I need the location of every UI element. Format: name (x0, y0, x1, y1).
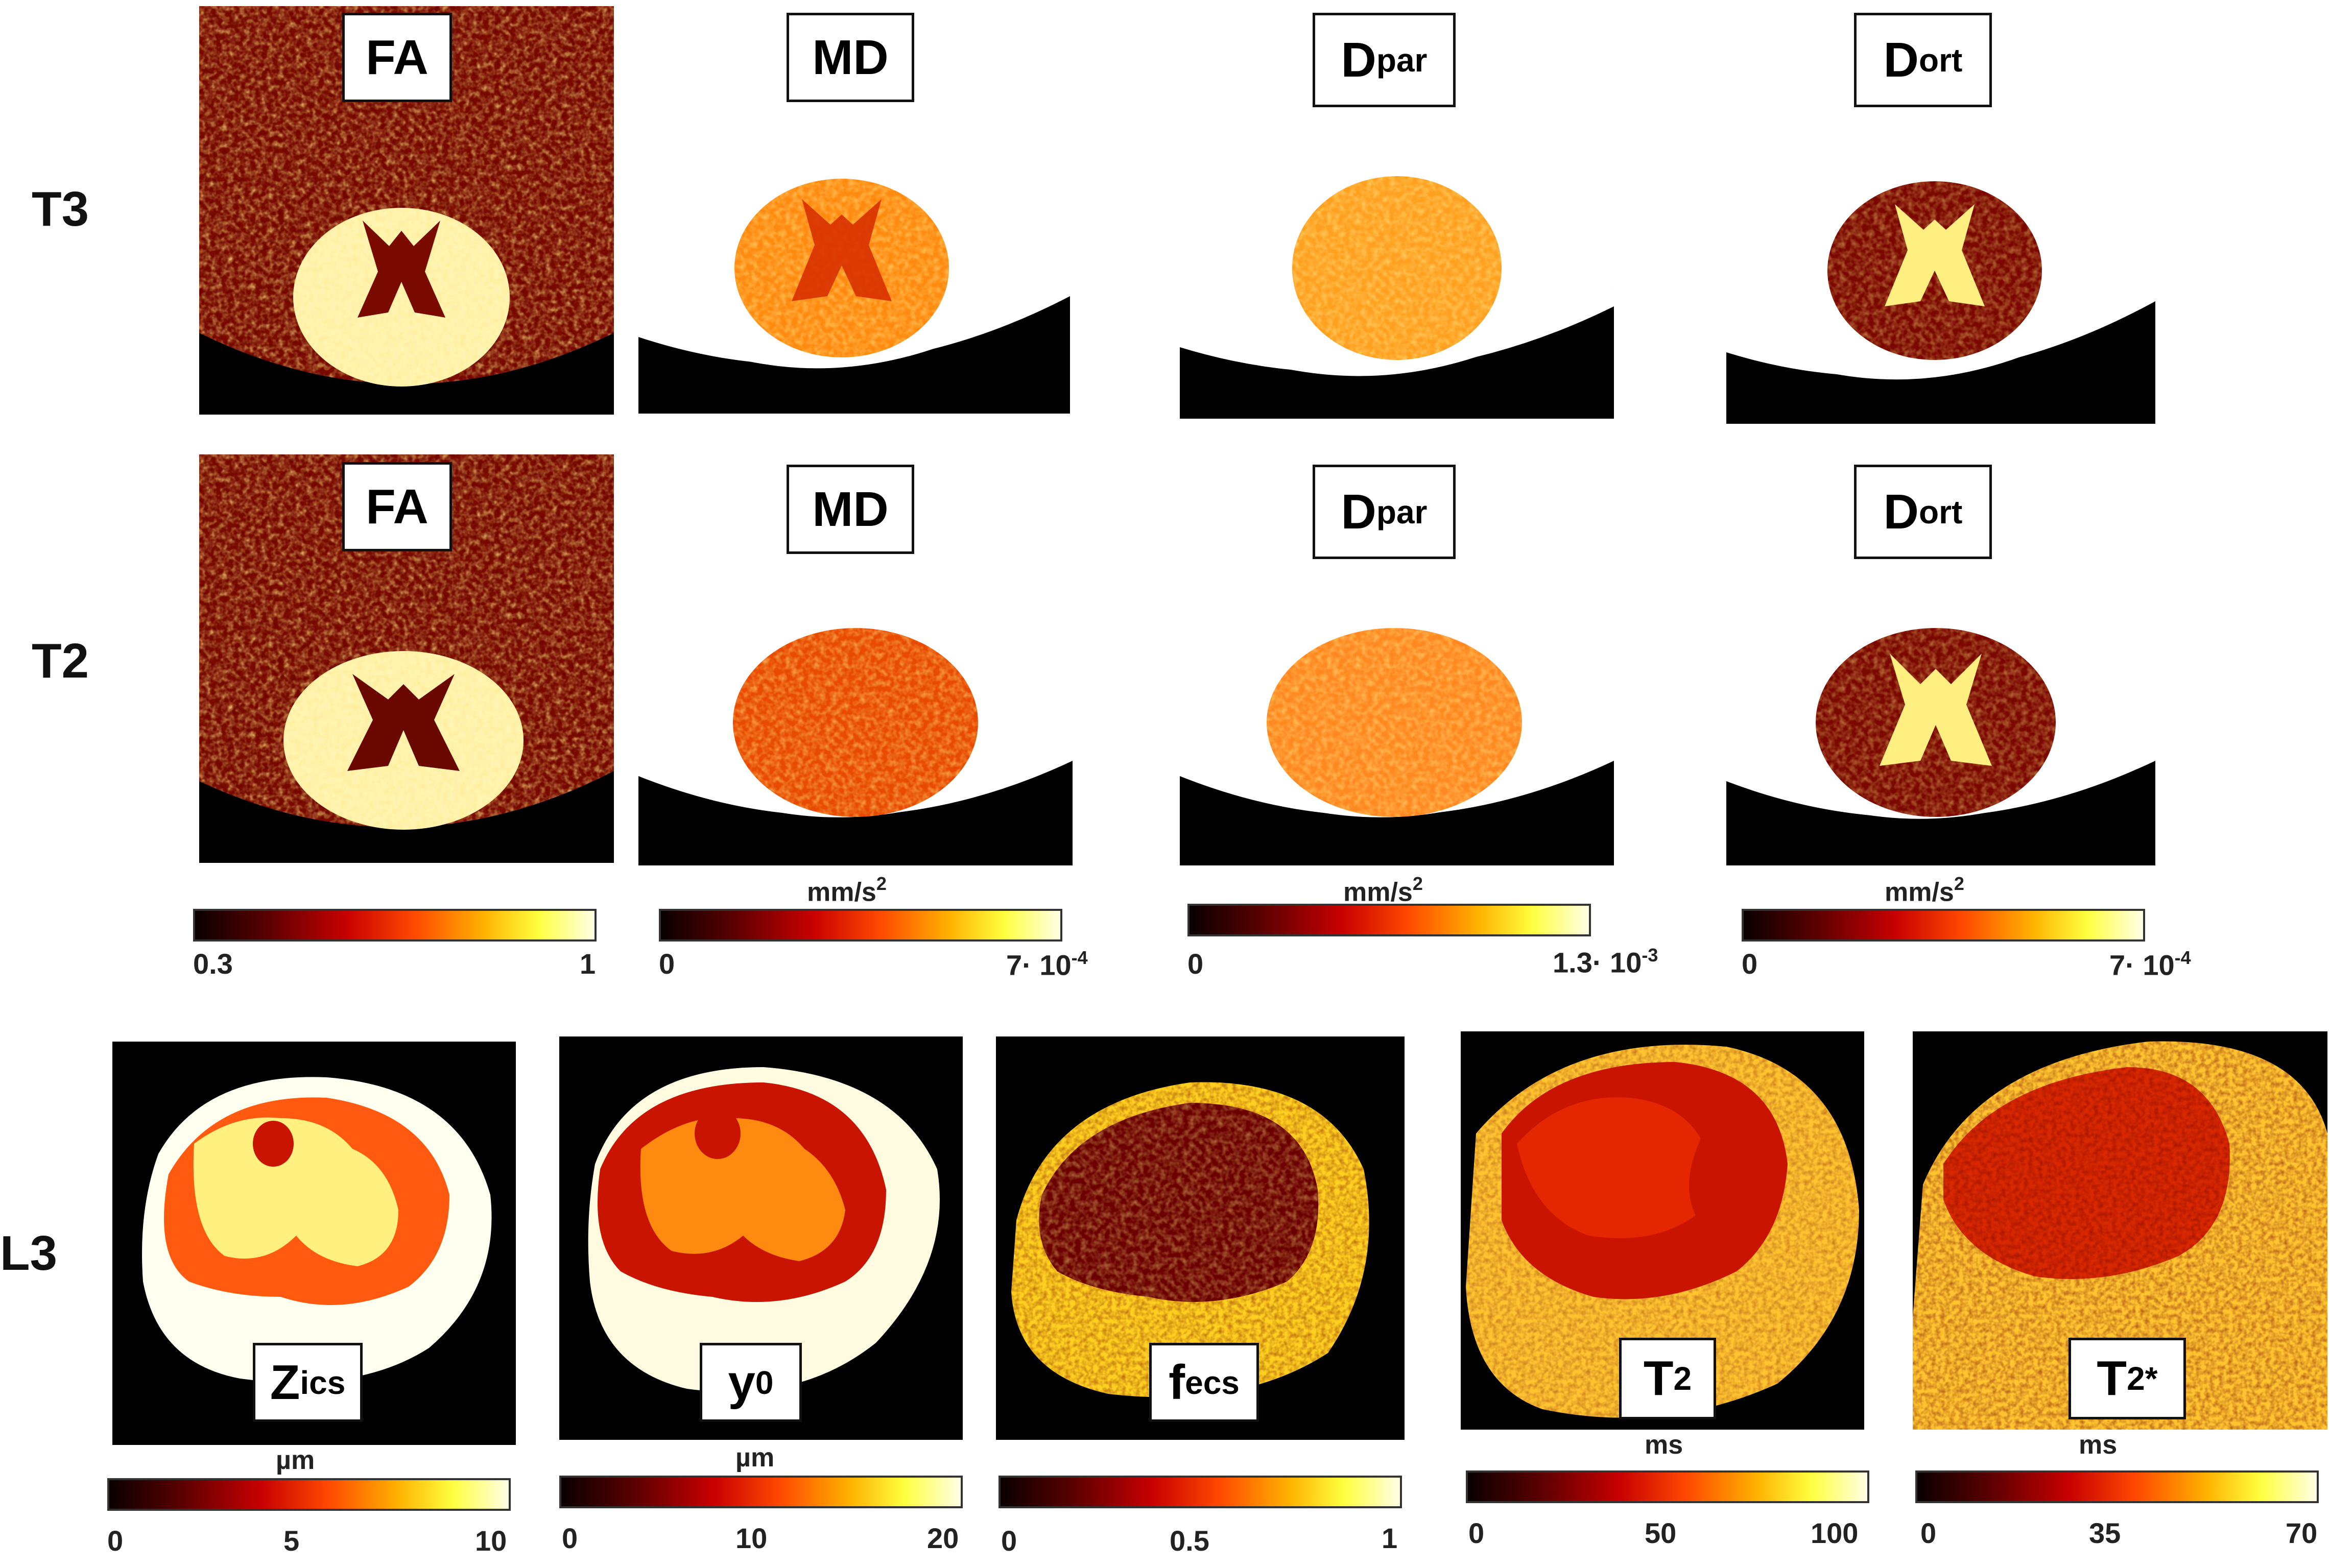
t2-map-l3 (1461, 1031, 1864, 1430)
t2star-colorbar-unit: ms (2079, 1430, 2118, 1460)
t2star-colorbar-min: 0 (1920, 1517, 1937, 1549)
zics-colorbar-max: 10 (475, 1525, 507, 1557)
row-label-t3: T3 (32, 182, 89, 236)
t2star-colorbar-mid: 35 (2089, 1517, 2121, 1549)
fa-colorbar-max: 1 (580, 948, 596, 980)
y0-colorbar (559, 1476, 963, 1508)
dort-colorbar-max: 7· 10-4 (2109, 947, 2191, 981)
md-colorbar-unit: mm/s2 (807, 873, 887, 907)
dort-map-t2 (1726, 613, 2155, 865)
md-title-t2: MD (787, 465, 914, 554)
fa-map-t3 (199, 6, 614, 415)
zics-colorbar-unit: µm (276, 1445, 315, 1475)
t2-colorbar-min: 0 (1468, 1517, 1485, 1549)
dpar-colorbar-max: 1.3· 10-3 (1553, 945, 1658, 979)
t2-colorbar (1466, 1470, 1869, 1503)
fecs-colorbar-max: 1 (1382, 1522, 1398, 1554)
md-colorbar-min: 0 (659, 948, 675, 980)
fecs-colorbar-min: 0 (1001, 1525, 1017, 1557)
dort-map-t3 (1726, 168, 2155, 424)
dpar-colorbar-min: 0 (1187, 948, 1204, 980)
fa-map-t2 (199, 454, 614, 863)
t2star-map-l3 (1913, 1031, 2327, 1430)
dpar-map-t3 (1180, 168, 1614, 419)
zics-map-l3 (112, 1042, 516, 1445)
t2-colorbar-unit: ms (1645, 1430, 1683, 1460)
fecs-colorbar (998, 1476, 1402, 1508)
dpar-colorbar (1187, 904, 1591, 936)
md-colorbar (659, 909, 1062, 942)
dort-colorbar-unit: mm/s2 (1885, 873, 1964, 907)
md-map-t2 (638, 613, 1073, 865)
fa-title-t2: FA (342, 462, 452, 551)
fa-colorbar (193, 909, 597, 942)
row-label-t2: T2 (32, 634, 89, 688)
md-colorbar-max: 7· 10-4 (1006, 947, 1088, 981)
zics-colorbar-mid: 5 (283, 1525, 300, 1557)
t2-colorbar-max: 100 (1811, 1517, 1859, 1549)
t2star-colorbar (1915, 1470, 2319, 1503)
y0-colorbar-mid: 10 (735, 1522, 768, 1554)
t2star-title: T 2 * (2069, 1338, 2186, 1419)
md-map-t3 (638, 168, 1070, 414)
t2-colorbar-mid: 50 (1645, 1517, 1677, 1549)
zics-colorbar-min: 0 (107, 1525, 124, 1557)
y0-colorbar-max: 20 (927, 1522, 959, 1554)
dpar-colorbar-unit: mm/s2 (1343, 873, 1423, 907)
fecs-title: f ecs (1149, 1343, 1259, 1422)
md-title-t3: MD (787, 13, 914, 102)
fecs-colorbar-mid: 0.5 (1170, 1525, 1209, 1557)
row-label-l3: L3 (0, 1226, 58, 1281)
fa-title-t3: FA (342, 13, 452, 102)
dort-colorbar (1742, 909, 2145, 942)
t2star-colorbar-max: 70 (2286, 1517, 2318, 1549)
dort-colorbar-min: 0 (1742, 948, 1758, 980)
y0-colorbar-min: 0 (562, 1522, 578, 1554)
dpar-map-t2 (1180, 613, 1614, 865)
y0-colorbar-unit: µm (735, 1443, 775, 1473)
fa-colorbar-min: 0.3 (193, 948, 233, 980)
zics-colorbar (107, 1478, 511, 1511)
